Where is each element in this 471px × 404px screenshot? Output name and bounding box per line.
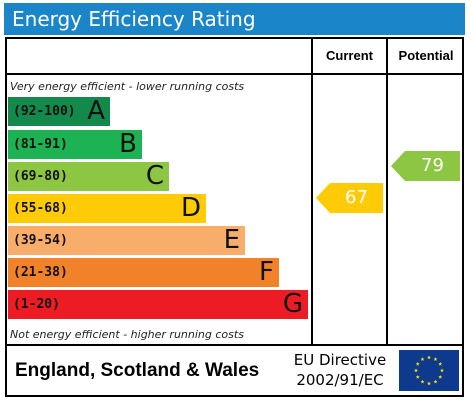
band-range: (92-100) [13,104,76,119]
band-letter: F [259,257,274,287]
header-divider [7,73,464,75]
eu-star-icon [433,357,438,361]
current-column-header: Current [326,48,373,63]
band-e: (39-54) E [8,226,245,255]
eu-star-icon [414,368,418,373]
potential-rating-value: 79 [421,155,444,176]
band-letter: G [282,289,303,319]
band-range: (21-38) [13,265,68,280]
band-c: (69-80) C [8,162,169,191]
eu-star-icon [427,381,431,386]
band-range: (55-68) [13,201,68,216]
current-arrow-body: 67 [330,183,383,213]
eu-star-icon [420,357,425,361]
potential-rating-arrow: 79 [391,151,460,181]
potential-arrow-tip [391,151,405,181]
eu-star-icon [415,361,420,366]
band-range: (81-91) [13,137,68,152]
band-b: (81-91) B [8,130,142,159]
band-g: (1-20) G [8,290,308,319]
band-range: (39-54) [13,233,68,248]
band-d: (55-68) D [8,194,206,223]
band-letter: B [119,129,137,159]
band-letter: A [87,96,105,126]
page-title: Energy Efficiency Rating [12,7,256,31]
potential-column-divider [386,39,388,345]
rating-table-frame [5,37,464,397]
current-rating-arrow: 67 [316,183,383,213]
potential-column-header: Potential [398,48,454,63]
band-letter: C [145,161,164,191]
band-range: (69-80) [13,169,68,184]
eu-star-icon [438,374,443,379]
eu-directive: EU Directive 2002/91/EC [280,350,400,390]
region-label: England, Scotland & Wales [15,360,260,381]
eu-star-icon [433,379,438,384]
current-arrow-tip [316,183,330,213]
footer-divider [7,344,464,346]
band-letter: D [180,193,201,223]
current-rating-value: 67 [345,187,368,208]
directive-line-1: EU Directive [293,351,387,369]
eu-star-icon [420,379,425,384]
eu-star-icon [415,374,420,379]
title-bar: Energy Efficiency Rating [4,3,465,35]
band-letter: E [223,225,240,255]
eu-star-icon [427,355,431,360]
inefficient-note: Not energy efficient - higher running co… [10,328,244,341]
band-range: (1-20) [13,297,60,312]
potential-arrow-body: 79 [405,151,460,181]
current-column-divider [311,39,313,345]
band-f: (21-38) F [8,258,279,287]
eu-star-icon [438,361,443,366]
eu-star-icon [440,368,444,373]
efficient-note: Very energy efficient - lower running co… [10,80,245,93]
directive-line-2: 2002/91/EC [296,371,384,389]
band-a: (92-100) A [8,97,110,126]
eu-flag-icon [399,350,459,391]
